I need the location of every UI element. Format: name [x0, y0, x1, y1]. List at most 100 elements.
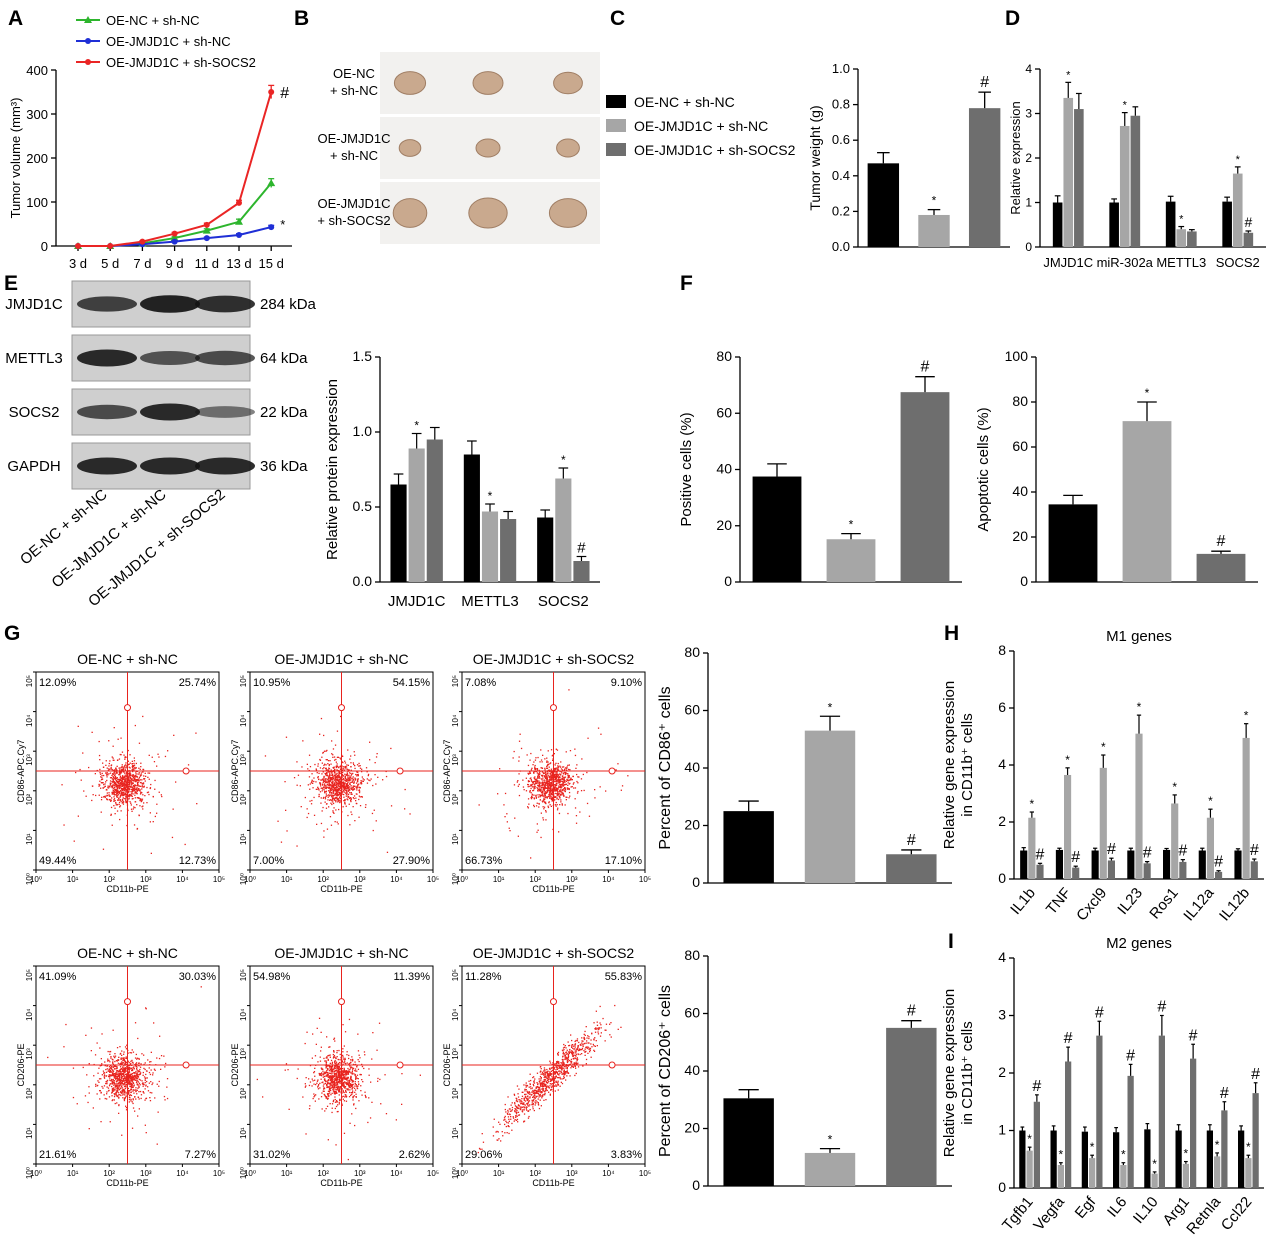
- flow-event: [123, 788, 125, 791]
- flow-event: [135, 767, 137, 769]
- flow-event: [321, 790, 323, 792]
- flow-event: [111, 1091, 113, 1093]
- flow-event: [346, 784, 349, 786]
- flow-event: [125, 1056, 127, 1058]
- flow-event: [544, 791, 546, 793]
- flow-event: [565, 799, 567, 801]
- flow-event: [350, 1085, 352, 1087]
- y-axis-label: Relative protein expression: [324, 379, 341, 560]
- flow-event: [556, 775, 558, 777]
- flow-event: [551, 794, 553, 796]
- flow-event: [327, 1081, 329, 1084]
- flow-event: [112, 1082, 114, 1084]
- flow-event: [131, 1086, 133, 1088]
- flow-x-label: CD11b-PE: [532, 884, 574, 894]
- flow-event: [333, 1075, 335, 1077]
- flow-event: [320, 1075, 323, 1077]
- y-tick-label: 400: [26, 63, 48, 78]
- y-tick-label: 40: [716, 461, 732, 477]
- flow-event: [130, 774, 132, 776]
- flow-event: [72, 1067, 75, 1069]
- flow-event: [330, 1078, 332, 1080]
- flow-event: [132, 1078, 134, 1081]
- flow-event: [122, 1059, 124, 1062]
- flow-event: [133, 769, 135, 771]
- flow-event: [173, 734, 175, 736]
- flow-event: [563, 766, 565, 768]
- flow-event: [328, 787, 330, 789]
- flow-event: [120, 772, 122, 774]
- flow-event: [318, 1074, 321, 1076]
- flow-event: [111, 797, 113, 799]
- y-tick-label: 10⁵: [25, 969, 34, 981]
- flow-event: [318, 1098, 320, 1100]
- flow-event: [113, 1075, 115, 1077]
- flow-event: [326, 828, 329, 830]
- flow-event: [120, 1076, 123, 1078]
- flow-event: [346, 795, 348, 797]
- flow-event: [123, 1077, 125, 1080]
- flow-event: [557, 788, 559, 790]
- flow-event: [561, 794, 563, 796]
- x-tick-label: 10⁰: [30, 1169, 42, 1178]
- flow-event: [338, 1076, 341, 1078]
- blot-kda-label: 36 kDa: [260, 458, 308, 475]
- flow-event: [105, 1068, 107, 1071]
- y-axis-label: Positive cells (%): [678, 412, 695, 526]
- flow-event: [114, 769, 116, 771]
- data-point: [203, 235, 210, 242]
- flow-event: [350, 1078, 352, 1080]
- flow-event: [164, 1066, 166, 1068]
- flow-event: [565, 767, 567, 769]
- flow-event: [135, 1079, 137, 1081]
- flow-event: [570, 778, 572, 780]
- flow-event: [558, 785, 560, 787]
- flow-event: [331, 785, 333, 788]
- flow-event: [121, 1068, 123, 1070]
- flow-event: [349, 797, 351, 799]
- flow-event: [339, 777, 342, 779]
- flow-event: [150, 783, 152, 786]
- flow-event: [323, 1075, 326, 1078]
- flow-event: [357, 1085, 359, 1087]
- flow-event: [130, 808, 133, 810]
- flow-event: [109, 1077, 111, 1079]
- flow-event: [136, 790, 139, 792]
- flow-event: [100, 787, 102, 789]
- flow-event: [529, 772, 531, 774]
- flow-event: [334, 1040, 336, 1042]
- y-tick-label: 10⁴: [25, 1008, 34, 1021]
- flow-event: [332, 801, 334, 803]
- flow-event: [342, 1054, 344, 1057]
- bar: [573, 561, 590, 582]
- flow-event: [149, 787, 152, 789]
- flow-event: [329, 1079, 332, 1081]
- flow-event: [530, 785, 533, 787]
- flow-event: [330, 794, 332, 796]
- data-point: [267, 179, 276, 187]
- flow-event: [341, 776, 343, 779]
- flow-event: [348, 1096, 351, 1098]
- flow-event: [347, 1081, 349, 1083]
- flow-event: [390, 747, 392, 750]
- flow-event: [334, 1077, 336, 1079]
- flow-event: [332, 777, 334, 779]
- flow-event: [117, 787, 119, 790]
- flow-event: [112, 790, 115, 792]
- flow-event: [149, 1097, 151, 1099]
- flow-event: [335, 1057, 337, 1060]
- flow-event: [530, 798, 533, 800]
- flow-event: [128, 785, 130, 787]
- flow-event: [338, 1066, 340, 1068]
- flow-event: [133, 779, 135, 781]
- y-tick-label: 10³: [25, 1048, 34, 1060]
- flow-event: [331, 753, 333, 755]
- flow-event: [133, 765, 135, 767]
- flow-event: [320, 802, 322, 804]
- flow-event: [131, 783, 134, 785]
- flow-event: [553, 788, 555, 790]
- flow-event: [333, 767, 335, 769]
